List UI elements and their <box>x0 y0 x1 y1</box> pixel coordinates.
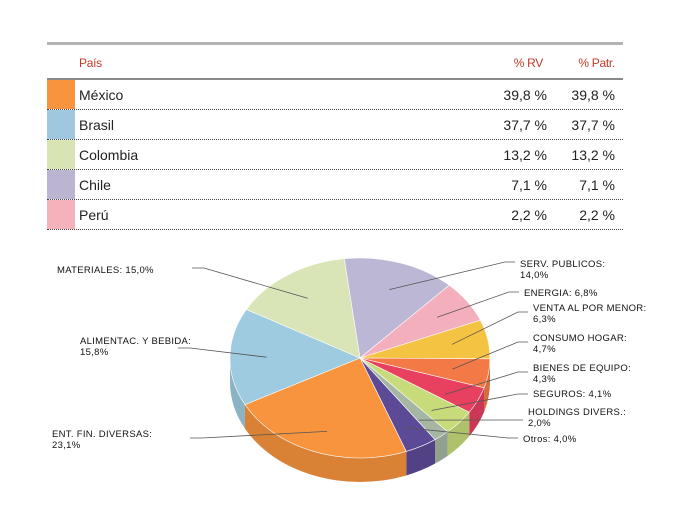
leader-line-7 <box>403 427 518 439</box>
leader-line-3 <box>452 341 528 370</box>
pie-label-9: ALIMENTAC. Y BEBIDA: 15,8% <box>80 336 191 358</box>
pie-label-value: 6,3% <box>533 314 556 325</box>
patr-value: 37,7 % <box>571 117 615 133</box>
country-name: Brasil <box>79 117 115 133</box>
pie-label-name: SERV. PUBLICOS: <box>520 259 605 270</box>
pie-label-2: VENTA AL POR MENOR: 6,3% <box>533 303 646 325</box>
table-row-chile: Chile 7,1 % 7,1 % <box>47 170 623 200</box>
header-rv: % RV <box>513 56 544 70</box>
pie-side-6 <box>434 431 448 464</box>
leader-line-8 <box>190 430 327 439</box>
pie-label-name: BIENES DE EQUIPO: <box>533 363 631 374</box>
pie-labels: SERV. PUBLICOS: 14,0% ENERGIA: 6,8% VENTA A… <box>52 259 646 451</box>
pie-label-6: HOLDINGS DIVERS.: 2,0% <box>528 407 626 429</box>
pie-slice-9 <box>229 309 361 405</box>
pie-label-0: SERV. PUBLICOS: 14,0% <box>520 259 605 281</box>
pie-tops <box>229 257 491 459</box>
country-name: México <box>79 87 124 103</box>
table-row-mexico: México 39,8 % 39,8 % <box>47 80 623 110</box>
leader-line-1 <box>437 291 519 318</box>
pie-sides <box>230 358 490 482</box>
color-swatch <box>47 170 75 199</box>
pie-slice-10 <box>245 258 361 359</box>
pie-label-name: ENT. FIN. DIVERSAS: <box>52 429 152 440</box>
leader-line-0 <box>389 261 515 290</box>
table-row-brasil: Brasil 37,7 % 37,7 % <box>47 110 623 140</box>
pie-side-7 <box>406 439 435 476</box>
country-table: País % RV % Patr. México 39,8 % 39,8 % B… <box>47 42 623 230</box>
country-name: Perú <box>79 207 109 223</box>
color-swatch <box>47 200 75 229</box>
pie-side-8 <box>244 404 407 482</box>
pie-label-3: CONSUMO HOGAR: 4,7% <box>533 333 627 355</box>
pie-slice-8 <box>244 357 407 459</box>
leader-line-10 <box>192 267 308 299</box>
pie-label-value: 15,8% <box>80 347 109 358</box>
pie-side-9 <box>230 358 245 429</box>
patr-value: 39,8 % <box>571 87 615 103</box>
pie-label-value: 23,1% <box>52 440 81 451</box>
pie-label-name: ALIMENTAC. Y BEBIDA: <box>80 336 191 347</box>
pie-label-7: Otros: 4,0% <box>523 434 577 445</box>
pie-label-value: 4,3% <box>533 374 556 385</box>
leader-line-2 <box>451 311 528 345</box>
pie-label-10: MATERIALES: 15,0% <box>57 265 154 276</box>
pie-label-value: 2,0% <box>528 418 551 429</box>
table-header: País % RV % Patr. <box>47 45 623 78</box>
sector-pie-chart: SERV. PUBLICOS: 14,0% ENERGIA: 6,8% VENTA A… <box>52 257 646 482</box>
pie-label-4: BIENES DE EQUIPO: 4,3% <box>533 363 631 385</box>
pie-side-5 <box>447 412 470 456</box>
rv-value: 2,2 % <box>511 207 547 223</box>
pie-slice-0 <box>343 257 450 359</box>
rv-value: 7,1 % <box>511 177 547 193</box>
pie-label-1: ENERGIA: 6,8% <box>524 288 598 299</box>
patr-value: 2,2 % <box>579 207 615 223</box>
pie-label-name: CONSUMO HOGAR: <box>533 333 627 344</box>
table-row-colombia: Colombia 13,2 % 13,2 % <box>47 140 623 170</box>
table-row-peru: Perú 2,2 % 2,2 % <box>47 200 623 230</box>
pie-leaders <box>178 261 528 439</box>
rv-value: 37,7 % <box>503 117 547 133</box>
color-swatch <box>47 110 75 139</box>
color-swatch <box>47 140 75 169</box>
country-name: Chile <box>79 177 111 193</box>
leader-line-9 <box>178 347 267 358</box>
pie-label-value: 4,7% <box>533 344 556 355</box>
table-top-rule <box>47 42 623 45</box>
pie-label-name: HOLDINGS DIVERS.: <box>528 407 626 418</box>
pie-label-8: ENT. FIN. DIVERSAS: 23,1% <box>52 429 152 451</box>
leader-line-5 <box>431 393 528 411</box>
pie-label-value: 14,0% <box>520 270 549 281</box>
header-patr: % Patr. <box>578 56 615 70</box>
header-country: País <box>79 56 102 70</box>
pie-label-5: SEGUROS: 4,1% <box>533 389 612 400</box>
color-swatch <box>47 80 75 109</box>
patr-value: 7,1 % <box>579 177 615 193</box>
pie-label-name: VENTA AL POR MENOR: <box>533 303 646 314</box>
pie-side-4 <box>469 387 485 437</box>
country-name: Colombia <box>79 147 139 163</box>
patr-value: 13,2 % <box>571 147 615 163</box>
pie-side-3 <box>484 358 490 412</box>
rv-value: 39,8 % <box>503 87 547 103</box>
rv-value: 13,2 % <box>503 147 547 163</box>
header-rule <box>47 78 623 80</box>
leader-line-4 <box>444 371 528 395</box>
